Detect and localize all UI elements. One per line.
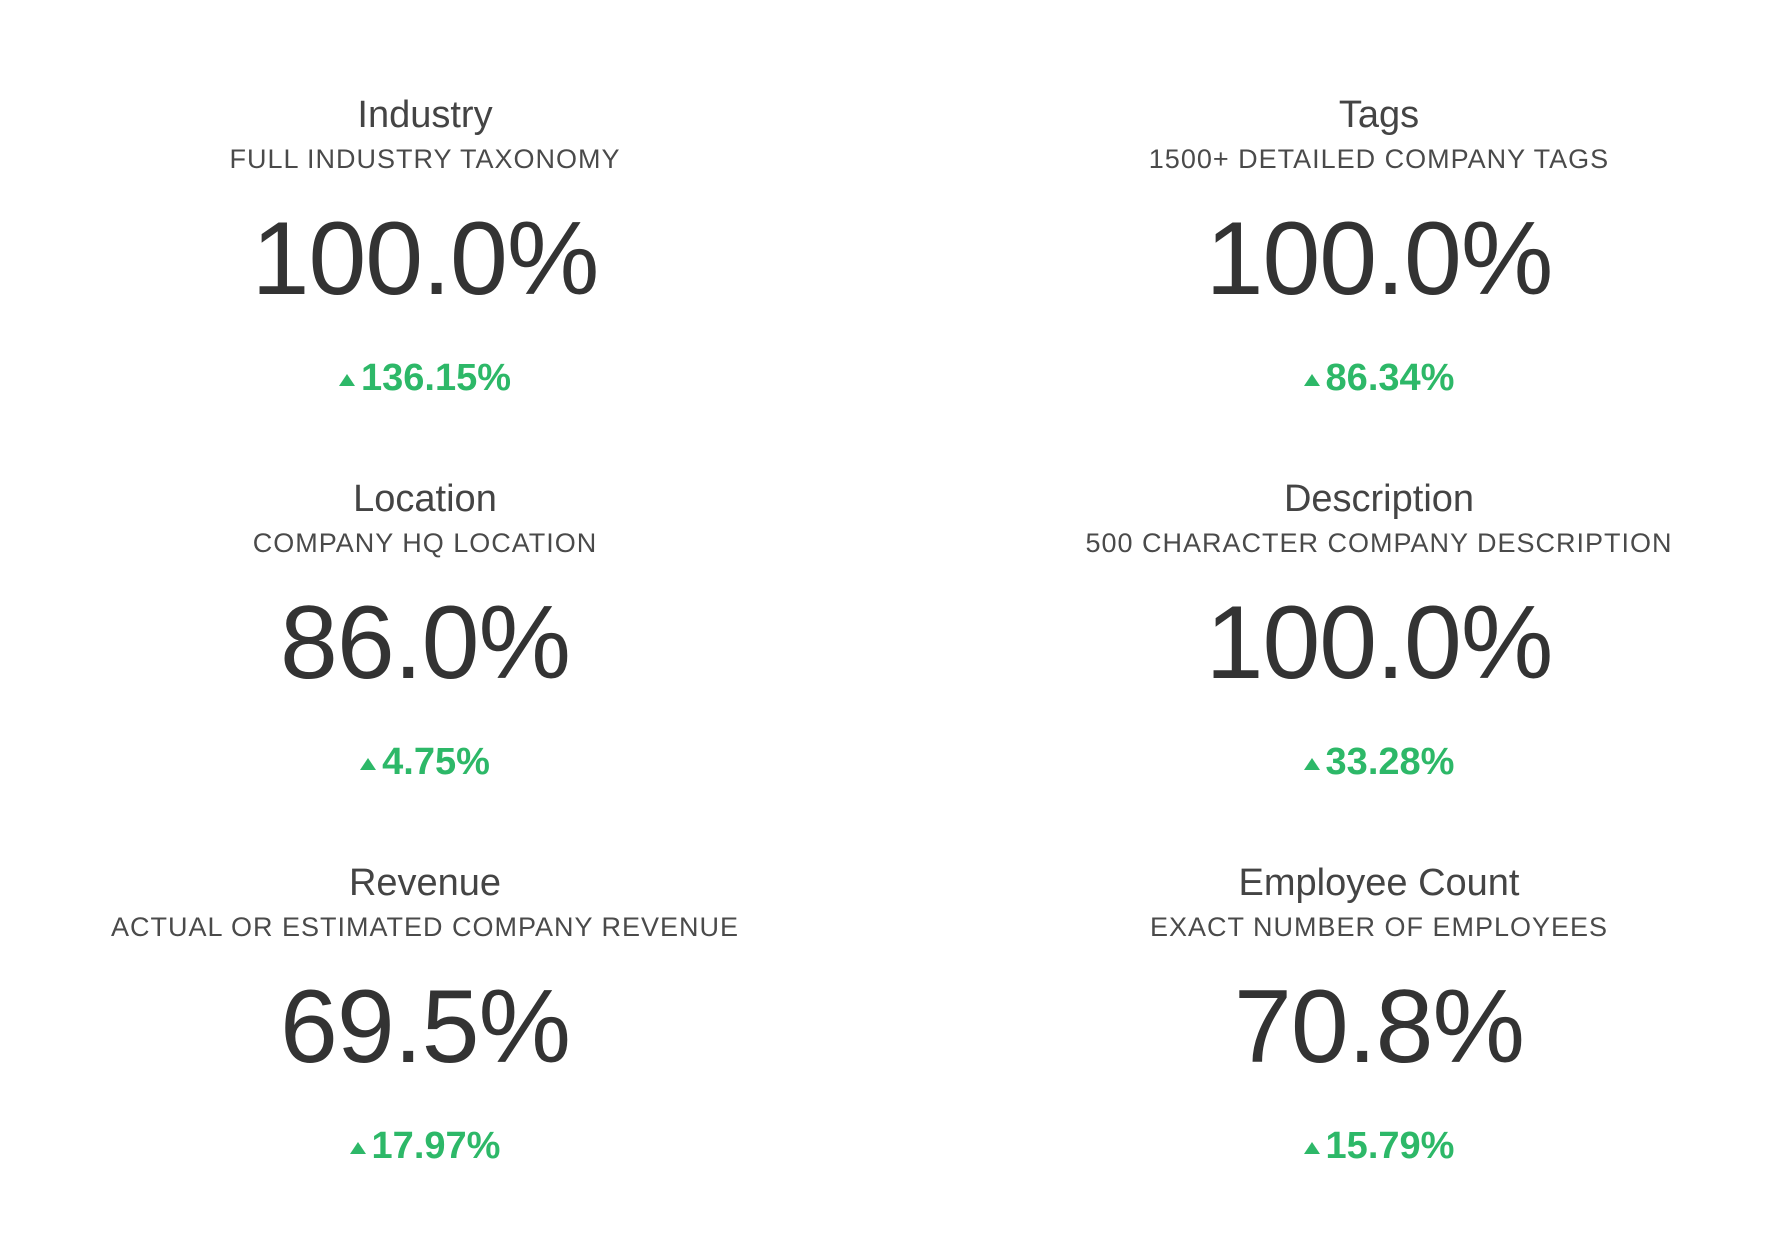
metric-card-employee-count: Employee Count EXACT NUMBER OF EMPLOYEES…	[999, 860, 1759, 1168]
metric-value: 86.0%	[280, 585, 571, 701]
metric-subtitle: EXACT NUMBER OF EMPLOYEES	[1149, 912, 1609, 942]
arrow-up-icon	[1303, 758, 1320, 770]
metric-subtitle: 1500+ DETAILED COMPANY TAGS	[1148, 144, 1610, 174]
metric-card-industry: Industry FULL INDUSTRY TAXONOMY 100.0% 1…	[45, 92, 805, 400]
arrow-up-icon	[349, 1142, 366, 1154]
metric-title: Tags	[1338, 94, 1420, 136]
metric-value: 100.0%	[1205, 201, 1554, 317]
metric-change-value: 86.34%	[1325, 357, 1455, 399]
metric-change: 17.97%	[349, 1124, 501, 1168]
metric-change-value: 136.15%	[360, 357, 511, 399]
metric-title: Industry	[357, 94, 493, 136]
metric-title: Description	[1283, 478, 1475, 520]
metric-change-value: 15.79%	[1325, 1125, 1455, 1167]
metric-card-description: Description 500 CHARACTER COMPANY DESCRI…	[999, 476, 1759, 784]
metric-change: 15.79%	[1303, 1124, 1455, 1168]
metric-value: 100.0%	[1205, 585, 1554, 701]
arrow-up-icon	[338, 374, 355, 386]
metric-subtitle: 500 CHARACTER COMPANY DESCRIPTION	[1085, 528, 1673, 558]
metric-title: Location	[353, 478, 497, 520]
arrow-up-icon	[1303, 1142, 1320, 1154]
metric-change: 4.75%	[360, 740, 490, 784]
metric-title: Revenue	[348, 862, 502, 904]
metric-value: 70.8%	[1234, 969, 1525, 1085]
metric-subtitle: ACTUAL OR ESTIMATED COMPANY REVENUE	[110, 912, 740, 942]
metric-subtitle: FULL INDUSTRY TAXONOMY	[229, 144, 621, 174]
arrow-up-icon	[1303, 374, 1320, 386]
metric-card-tags: Tags 1500+ DETAILED COMPANY TAGS 100.0% …	[999, 92, 1759, 400]
metric-change: 136.15%	[338, 356, 511, 400]
metric-change: 33.28%	[1303, 740, 1455, 784]
metric-title: Employee Count	[1238, 862, 1520, 904]
metric-value: 100.0%	[251, 201, 600, 317]
metric-value: 69.5%	[280, 969, 571, 1085]
metric-card-revenue: Revenue ACTUAL OR ESTIMATED COMPANY REVE…	[45, 860, 805, 1168]
metric-change: 86.34%	[1303, 356, 1455, 400]
metric-change-value: 4.75%	[382, 741, 490, 783]
arrow-up-icon	[360, 758, 377, 770]
metric-subtitle: COMPANY HQ LOCATION	[252, 528, 598, 558]
metric-change-value: 17.97%	[371, 1125, 501, 1167]
metric-card-location: Location COMPANY HQ LOCATION 86.0% 4.75%	[45, 476, 805, 784]
metric-change-value: 33.28%	[1325, 741, 1455, 783]
